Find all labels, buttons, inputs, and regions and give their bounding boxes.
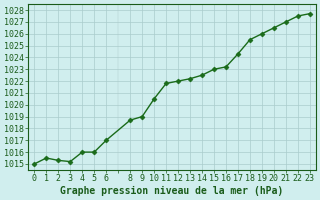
X-axis label: Graphe pression niveau de la mer (hPa): Graphe pression niveau de la mer (hPa) xyxy=(60,186,284,196)
